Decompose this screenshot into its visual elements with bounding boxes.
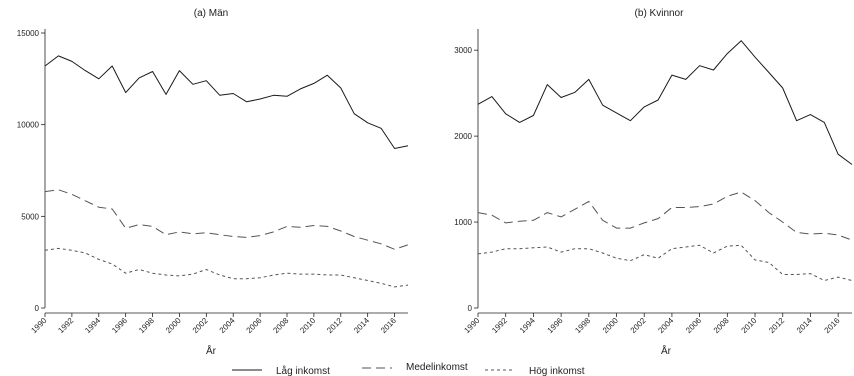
chart-b-y-tick-label: 2000 <box>454 132 472 141</box>
chart-a-x-tick-label: 1994 <box>83 316 102 335</box>
chart-a-x-tick-label: 1992 <box>56 316 75 335</box>
chart-b-x-tick-label: 2010 <box>740 316 759 335</box>
chart-a-x-tick-label: 2006 <box>245 316 264 335</box>
chart-b-x-tick-label: 1998 <box>573 316 592 335</box>
chart-a-series-medium <box>44 189 409 250</box>
chart-a-y-tick-label: 10000 <box>17 121 40 130</box>
chart-b-x-tick-label: 1990 <box>462 316 481 335</box>
chart-a-x-tick-label: 1996 <box>110 316 129 335</box>
legend-label-medium: Medelinkomst <box>406 362 468 373</box>
chart-a-x-tick-label: 2000 <box>164 316 183 335</box>
chart-b-series-high <box>477 244 853 281</box>
chart-b-x-tick-label: 2008 <box>712 316 731 335</box>
chart-a-y-tick-label: 0 <box>35 304 40 313</box>
chart-b-x-tick-label: 2004 <box>656 316 675 335</box>
chart-b-x-tick-label: 2014 <box>795 316 814 335</box>
chart-a-x-tick-label: 2016 <box>379 316 398 335</box>
chart-b-xlabel: År <box>661 344 672 357</box>
legend: Låg inkomst Medelinkomst Hög inkomst <box>232 362 585 376</box>
chart-b-x-tick-label: 2000 <box>601 316 620 335</box>
chart-a-xlabel: År <box>206 344 217 357</box>
chart-a-y-tick-label: 15000 <box>17 29 40 38</box>
legend-label-high: Hög inkomst <box>529 366 585 376</box>
chart-a-x-tick-label: 2004 <box>218 316 237 335</box>
chart-b-series-medium <box>477 191 853 241</box>
chart-a-x-tick-label: 1998 <box>137 316 156 335</box>
chart-a-series-high <box>44 247 409 288</box>
chart-a-x-tick-label: 2002 <box>191 316 210 335</box>
chart-a-x-tick-label: 2010 <box>298 316 317 335</box>
chart-b-x-tick-label: 2016 <box>823 316 842 335</box>
chart-a-x-tick-label: 2012 <box>325 316 344 335</box>
legend-label-low: Låg inkomst <box>276 365 330 376</box>
chart-b-x-tick-label: 1992 <box>490 316 509 335</box>
chart-b-x-tick-label: 1994 <box>518 316 537 335</box>
chart-a-x-tick-label: 1990 <box>29 316 48 335</box>
chart-b-x-tick-label: 1996 <box>546 316 565 335</box>
chart-a-y-tick-label: 5000 <box>21 212 39 221</box>
chart-a-title: (a) Män <box>194 8 228 19</box>
chart-b-y-tick-label: 0 <box>468 304 473 313</box>
chart-b-title: (b) Kvinnor <box>635 8 685 19</box>
chart-b-x-tick-label: 2006 <box>684 316 703 335</box>
chart-b-y-tick-label: 1000 <box>454 218 472 227</box>
chart-a-x-tick-label: 2014 <box>352 316 371 335</box>
chart-b-x-tick-label: 2002 <box>629 316 648 335</box>
chart-a-series-low <box>44 55 409 149</box>
chart-b-y-tick-label: 3000 <box>454 46 472 55</box>
chart-b-x-tick-label: 2012 <box>767 316 786 335</box>
chart-b-series-low <box>477 40 853 165</box>
chart-a-x-tick-label: 2008 <box>271 316 290 335</box>
